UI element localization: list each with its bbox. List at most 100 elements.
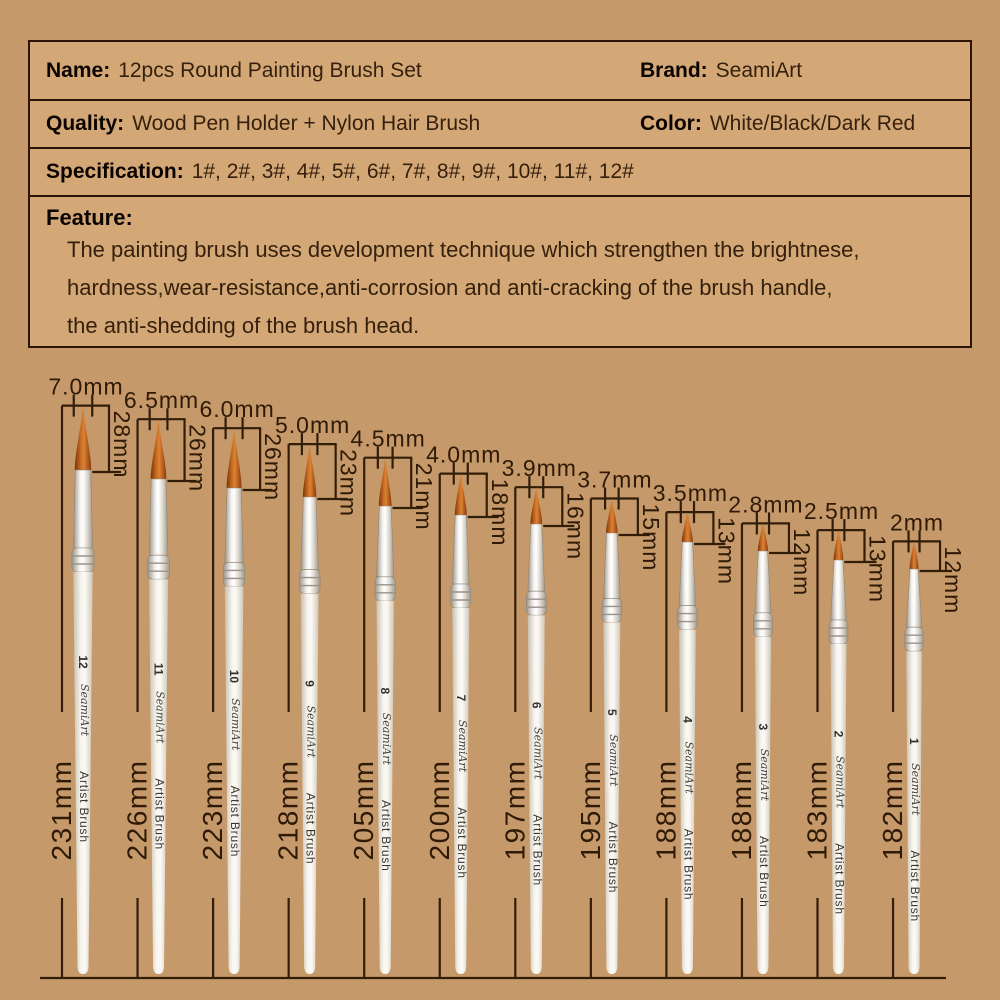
bristle-length-label: 21mm	[411, 463, 437, 531]
handle	[452, 608, 470, 974]
brush-2: 2 SeamiArt Artist Brush	[828, 530, 849, 974]
ferrule-crimp	[753, 612, 773, 638]
total-length-label: 197mm	[499, 760, 530, 861]
brush-11: 11 SeamiArt Artist Brush	[147, 419, 170, 974]
brush-7: 7 SeamiArt Artist Brush	[450, 473, 472, 974]
bristle	[150, 419, 167, 479]
bristle	[530, 487, 543, 524]
handle-text: Artist Brush	[228, 786, 242, 858]
tip-width-label: 7.0mm	[48, 374, 123, 400]
bristle-length-label: 28mm	[109, 411, 135, 479]
dimensions-brush-5: 3.7mm 15mm 195mm	[575, 467, 664, 978]
ferrule	[148, 478, 169, 556]
bristle	[226, 428, 242, 488]
name-value: 12pcs Round Painting Brush Set	[118, 58, 422, 82]
handle	[906, 651, 922, 974]
brush-number-label: 8	[378, 687, 392, 694]
bristle-length-label: 12mm	[789, 528, 815, 596]
tip-width-label: 3.7mm	[577, 467, 652, 493]
ferrule-crimp	[828, 619, 849, 645]
ferrule	[830, 559, 847, 621]
ferrule-crimp	[526, 590, 547, 616]
ferrule-crimp	[71, 547, 95, 573]
handle-text: Artist Brush	[379, 800, 393, 872]
bristle	[378, 457, 392, 506]
bristle-length-label: 26mm	[185, 424, 211, 492]
bristle	[606, 498, 618, 533]
brush-10: 10 SeamiArt Artist Brush	[223, 428, 246, 974]
bristle-length-label: 13mm	[865, 535, 891, 603]
handle	[73, 572, 93, 974]
handle	[679, 629, 696, 974]
ferrule-crimp	[374, 576, 396, 602]
bristle-length-label: 16mm	[562, 492, 588, 560]
bristle	[833, 530, 844, 560]
ferrule	[376, 505, 395, 578]
ferrule-crimp	[147, 554, 170, 580]
brand-logo: SeamiArt	[758, 749, 771, 802]
feature-label: Feature:	[46, 205, 133, 230]
handle-text: Artist Brush	[455, 807, 469, 879]
bristle	[681, 512, 694, 542]
ferrule	[224, 487, 244, 563]
handle-text: Artist Brush	[757, 836, 771, 908]
brand-logo: SeamiArt	[456, 720, 469, 773]
dimensions-brush-2: 2.5mm 13mm 183mm	[802, 498, 891, 978]
dimensions-brush-9: 5.0mm 23mm 218mm	[273, 412, 362, 978]
color-label: Color:	[640, 112, 702, 135]
handle-text: Artist Brush	[153, 778, 167, 850]
name-field: Name: 12pcs Round Painting Brush Set	[30, 59, 422, 83]
ferrule	[300, 496, 319, 570]
total-length-label: 182mm	[877, 760, 908, 861]
ferrule	[451, 514, 470, 585]
total-length-label: 195mm	[575, 760, 606, 861]
bristle-length-label: 12mm	[940, 546, 966, 614]
table-row-name-brand: Name: 12pcs Round Painting Brush Set Bran…	[30, 42, 970, 101]
brush-12: 12 SeamiArt Artist Brush	[71, 405, 95, 974]
dimensions-brush-7: 4.0mm 18mm 200mm	[424, 442, 513, 978]
handle-text: Artist Brush	[304, 793, 318, 865]
quality-value: Wood Pen Holder + Nylon Hair Brush	[132, 112, 481, 135]
total-length-label: 218mm	[273, 760, 304, 861]
bristle	[454, 473, 467, 515]
total-length-label: 188mm	[726, 760, 757, 861]
brand-field: Brand: SeamiArt	[640, 59, 802, 83]
dimensions-brush-8: 4.5mm 21mm 205mm	[348, 426, 437, 978]
dimensions-brush-4: 3.5mm 13mm 188mm	[650, 480, 739, 978]
handle-text: Artist Brush	[833, 843, 847, 915]
total-length-label: 223mm	[197, 760, 228, 861]
ferrule	[678, 541, 697, 606]
brush-9: 9 SeamiArt Artist Brush	[298, 444, 321, 974]
handle-text: Artist Brush	[530, 814, 544, 886]
dimensions-brush-10: 6.0mm 26mm 223mm	[197, 396, 286, 978]
brush-number-label: 9	[303, 680, 317, 687]
bristle-length-label: 26mm	[260, 433, 286, 501]
color-field: Color: White/Black/Dark Red	[640, 112, 915, 136]
tip-width-label: 2.8mm	[728, 491, 803, 517]
brush-6: 6 SeamiArt Artist Brush	[526, 487, 547, 974]
brush-8: 8 SeamiArt Artist Brush	[374, 457, 396, 974]
bristle-length-label: 13mm	[713, 517, 739, 585]
total-length-label: 200mm	[424, 760, 455, 861]
brand-logo: SeamiArt	[531, 727, 544, 780]
ferrule	[73, 469, 93, 549]
brush-number-label: 11	[152, 663, 166, 676]
tip-width-label: 6.5mm	[124, 387, 199, 413]
ferrule	[603, 532, 621, 599]
brush-number-label: 12	[76, 655, 90, 669]
brand-logo: SeamiArt	[682, 742, 695, 795]
bristle-length-label: 15mm	[638, 504, 664, 572]
total-length-label: 231mm	[46, 760, 77, 861]
feature-line: hardness,wear-resistance,anti-corrosion …	[67, 275, 833, 300]
brand-logo: SeamiArt	[154, 691, 167, 744]
quality-field: Quality: Wood Pen Holder + Nylon Hair Bru…	[30, 112, 480, 136]
brush-4: 4 SeamiArt Artist Brush	[677, 512, 698, 974]
handle	[527, 615, 545, 974]
bristle	[757, 523, 769, 551]
handle	[830, 644, 847, 974]
brand-label: Brand:	[640, 58, 708, 82]
brush-number-label: 2	[832, 731, 846, 738]
total-length-label: 226mm	[122, 760, 153, 861]
handle	[149, 579, 168, 974]
